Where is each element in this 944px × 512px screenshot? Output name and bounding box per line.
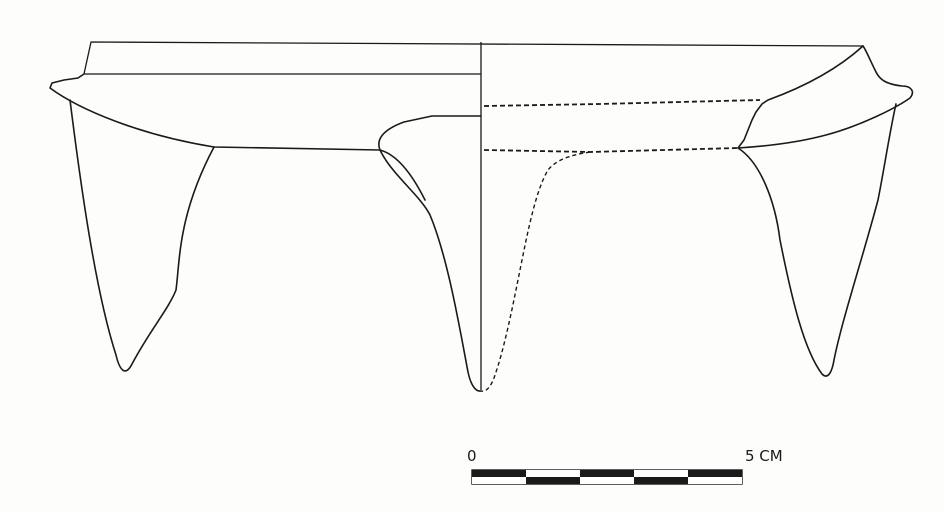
left-exterior-outline [49, 73, 482, 392]
scale-bar-segment-bottom [688, 477, 742, 484]
right-leg [737, 103, 897, 377]
scale-bar-segment-top [472, 470, 526, 477]
left-flange-and-base [49, 73, 426, 201]
scale-bar-segment-bottom [526, 477, 580, 484]
rim-top-edge [83, 41, 864, 75]
scale-bar-segment-bottom [472, 477, 526, 484]
right-rim-flare [737, 45, 914, 149]
scale-bar-segment-top [688, 470, 742, 477]
reconstruction-upper-dashed [483, 99, 761, 107]
vessel-rim [83, 41, 864, 75]
scale-bar-segment-top [580, 470, 634, 477]
right-section-outline [480, 45, 914, 392]
scale-bar-segment-bottom [634, 477, 688, 484]
scale-bar: 0 5 CM [467, 447, 783, 485]
fracture-line [737, 45, 864, 149]
scale-bar-start-label: 0 [467, 447, 477, 465]
scale-bar-segment-top [526, 470, 580, 477]
center-leg-left-half [379, 149, 482, 392]
interior-wall-left [378, 115, 482, 151]
scale-bar-segment-bottom [580, 477, 634, 484]
scale-bar-segment-top [634, 470, 688, 477]
scale-bar-segments [472, 470, 742, 484]
reconstruction-center-leg-dashed [480, 151, 591, 392]
left-leg [69, 99, 215, 372]
reconstruction-lower-dashed [483, 147, 739, 153]
scale-bar-end-label: 5 CM [745, 447, 783, 465]
